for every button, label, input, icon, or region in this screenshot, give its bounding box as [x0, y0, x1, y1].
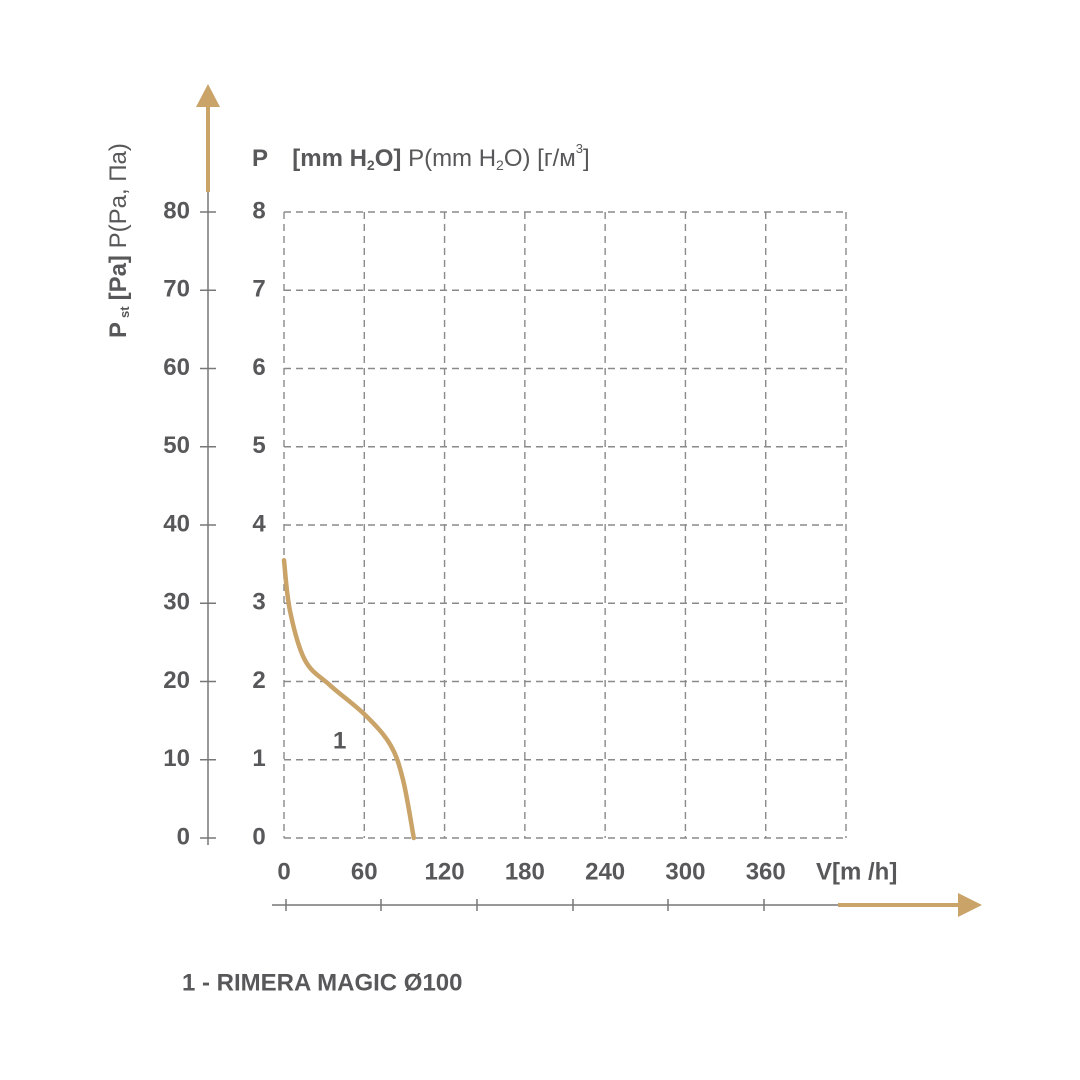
x-axis-ticks: [285, 899, 765, 911]
y-label-sub: 2: [367, 157, 375, 173]
x-tick-label: 120: [425, 858, 465, 885]
x-arrow-head: [958, 893, 982, 917]
y-tick-label: 5: [252, 432, 265, 459]
y2-tick-label: 30: [163, 589, 190, 616]
y2-tick-label: 10: [163, 745, 190, 772]
y-label-part: P: [252, 145, 268, 172]
y-label-part: [mm H: [292, 145, 367, 172]
y-tick-label: 6: [252, 354, 265, 381]
x-tick-label: 360: [746, 858, 786, 885]
y-tick-label: 4: [252, 510, 266, 537]
y-label-part: O]: [375, 145, 402, 172]
y-label-part: O) [г/м: [504, 145, 576, 172]
curve: [281, 557, 417, 841]
y2-tick-label: 60: [163, 354, 190, 381]
y2-label-part: [Pa]: [105, 255, 132, 300]
x-tick-label: 300: [665, 858, 705, 885]
curve-label: 1: [333, 727, 346, 754]
y-arrow-head: [196, 84, 220, 107]
y-tick-label: 0: [252, 823, 265, 850]
y2-tick-label: 40: [163, 510, 190, 537]
y2-tick-label: 50: [163, 432, 190, 459]
y-label-sup: 3: [576, 141, 583, 156]
y2-tick-label: 70: [163, 276, 190, 303]
y2-tick-label: 80: [163, 197, 190, 224]
y-tick-label: 7: [252, 276, 265, 303]
y-tick-label: 8: [252, 197, 265, 224]
y2-tick-label: 20: [163, 667, 190, 694]
y2-label-part: P(Pa, Па): [105, 143, 132, 248]
y-axis-title: P [mm H2O] P(mm H2O) [г/м3]: [252, 141, 590, 172]
x-tick-label: 240: [585, 858, 625, 885]
y-label-part: ]: [583, 145, 590, 172]
y2-label-part: P: [105, 322, 132, 338]
y2-axis-title: Pst [Pa] P(Pa, Па): [105, 143, 132, 338]
y2-label-sub: st: [117, 306, 132, 318]
y-tick-label: 1: [252, 745, 265, 772]
x-tick-label: 60: [351, 858, 378, 885]
y-label-part: P(mm H: [408, 145, 496, 172]
legend-entry: 1 - RIMERA MAGIC Ø100: [182, 969, 463, 996]
x-tick-label: 180: [505, 858, 545, 885]
y-tick-label: 2: [252, 667, 265, 694]
y-tick-label: 3: [252, 589, 265, 616]
y2-tick-label: 0: [177, 823, 190, 850]
y-label-sub: 2: [496, 157, 504, 173]
x-tick-label: 0: [277, 858, 290, 885]
x-axis-title: V[m /h]: [816, 858, 897, 885]
